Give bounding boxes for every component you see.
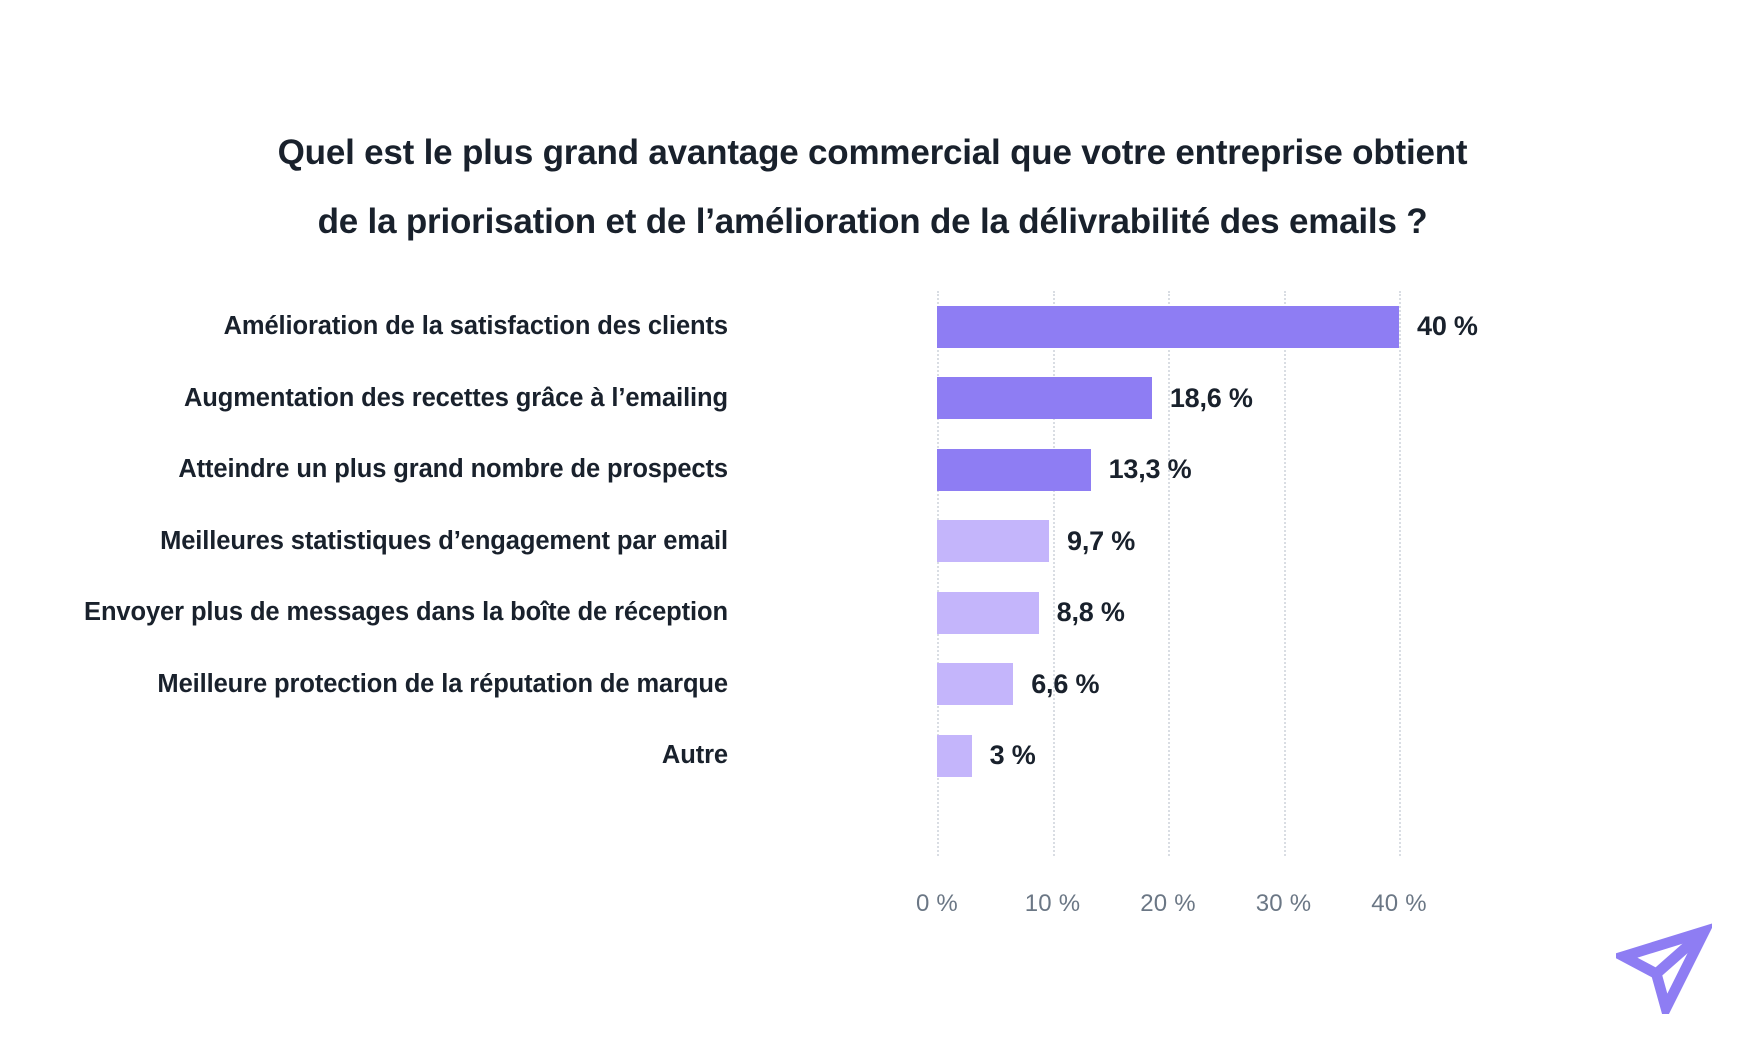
bar-group: 8,8 % bbox=[937, 577, 1125, 649]
bar-value-label: 3 % bbox=[989, 740, 1036, 771]
gridline-0 bbox=[937, 291, 939, 856]
category-label: Meilleures statistiques d’engagement par… bbox=[160, 526, 728, 555]
bar-value-label: 6,6 % bbox=[1031, 668, 1100, 699]
bar[interactable] bbox=[937, 663, 1014, 706]
bar-group: 40 % bbox=[937, 291, 1478, 363]
x-tick-label: 0 % bbox=[916, 890, 958, 917]
bar[interactable] bbox=[937, 591, 1039, 634]
page-title-line-1: Quel est le plus grand avantage commerci… bbox=[277, 133, 1468, 172]
paper-plane-logo bbox=[1609, 918, 1715, 1023]
bar-value-label: 13,3 % bbox=[1108, 454, 1192, 485]
gridline-40 bbox=[1399, 291, 1401, 856]
category-label: Augmentation des recettes grâce à l’emai… bbox=[183, 383, 728, 412]
page-title-line-2: de la priorisation et de l’amélioration … bbox=[317, 202, 1428, 241]
chart-rows: Amélioration de la satisfaction des clie… bbox=[0, 291, 1744, 792]
bar-group: 6,6 % bbox=[937, 649, 1099, 721]
category-label: Amélioration de la satisfaction des clie… bbox=[223, 312, 729, 340]
page-title: Quel est le plus grand avantage commerci… bbox=[180, 118, 1565, 256]
bar-row: Envoyer plus de messages dans la boîte d… bbox=[0, 577, 1744, 649]
bar-group: 18,6 % bbox=[937, 363, 1253, 435]
bar[interactable] bbox=[937, 520, 1050, 563]
category-label: Autre bbox=[661, 741, 728, 769]
gridline-10 bbox=[1052, 291, 1055, 856]
gridline-20 bbox=[1168, 291, 1170, 856]
bar[interactable] bbox=[937, 305, 1399, 348]
bar-group: 13,3 % bbox=[937, 434, 1192, 506]
bar[interactable] bbox=[937, 377, 1152, 420]
bar-value-label: 18,6 % bbox=[1169, 382, 1253, 413]
bar-row: Amélioration de la satisfaction des clie… bbox=[0, 291, 1744, 363]
bar-value-label: 8,8 % bbox=[1056, 597, 1125, 628]
bar-row: Augmentation des recettes grâce à l’emai… bbox=[0, 363, 1744, 435]
category-label: Envoyer plus de messages dans la boîte d… bbox=[84, 598, 728, 626]
x-tick-label: 20 % bbox=[1140, 890, 1196, 917]
category-label: Atteindre un plus grand nombre de prospe… bbox=[178, 455, 728, 483]
bar-value-label: 9,7 % bbox=[1067, 525, 1136, 556]
gridline-30 bbox=[1283, 291, 1286, 856]
bar-row: Autre 3 % bbox=[0, 720, 1744, 792]
x-tick-label: 40 % bbox=[1371, 890, 1427, 917]
x-tick-label: 10 % bbox=[1024, 890, 1081, 917]
bar-row: Meilleures statistiques d’engagement par… bbox=[0, 506, 1744, 578]
category-label: Meilleure protection de la réputation de… bbox=[157, 669, 728, 698]
x-tick-label: 30 % bbox=[1255, 890, 1312, 917]
bar-row: Atteindre un plus grand nombre de prospe… bbox=[0, 434, 1744, 506]
bar[interactable] bbox=[937, 448, 1091, 491]
bar-value-label: 40 % bbox=[1417, 311, 1478, 342]
bar-group: 9,7 % bbox=[937, 506, 1135, 578]
bar-group: 3 % bbox=[937, 720, 1036, 792]
bar[interactable] bbox=[937, 734, 972, 777]
bar-row: Meilleure protection de la réputation de… bbox=[0, 649, 1744, 721]
